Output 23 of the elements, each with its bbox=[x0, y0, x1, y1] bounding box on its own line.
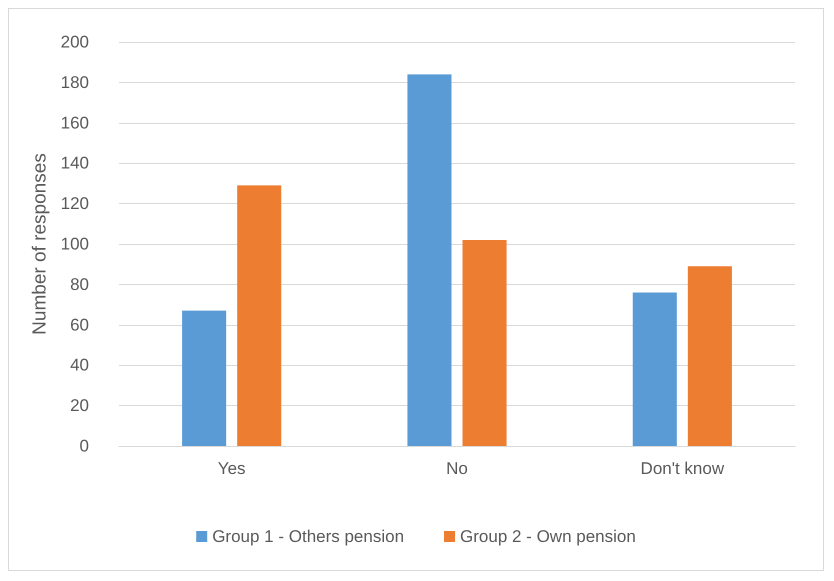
bar bbox=[632, 292, 677, 446]
y-tick-label: 20 bbox=[70, 396, 89, 416]
bar bbox=[688, 266, 732, 446]
bar bbox=[462, 240, 507, 446]
bar bbox=[182, 310, 226, 446]
y-tick-label: 0 bbox=[80, 436, 89, 456]
x-tick-label: Don't know bbox=[640, 459, 725, 478]
y-tick-label: 100 bbox=[60, 234, 89, 254]
x-tick-label: Yes bbox=[218, 459, 246, 478]
bar bbox=[237, 185, 282, 446]
legend-label: Group 2 - Own pension bbox=[460, 527, 636, 546]
y-tick-label: 180 bbox=[60, 72, 89, 92]
y-tick-label: 60 bbox=[70, 315, 89, 334]
y-tick-label: 140 bbox=[60, 154, 89, 173]
y-tick-label: 120 bbox=[60, 194, 89, 214]
y-tick-label: 200 bbox=[60, 32, 89, 52]
y-tick-label: 80 bbox=[70, 274, 89, 294]
y-axis-title: Number of responses bbox=[30, 153, 51, 335]
y-tick-label: 160 bbox=[60, 113, 89, 132]
bar bbox=[407, 74, 452, 446]
x-tick-label: No bbox=[446, 459, 468, 478]
y-tick-label: 40 bbox=[70, 356, 89, 375]
legend-label: Group 1 - Others pension bbox=[212, 527, 404, 546]
